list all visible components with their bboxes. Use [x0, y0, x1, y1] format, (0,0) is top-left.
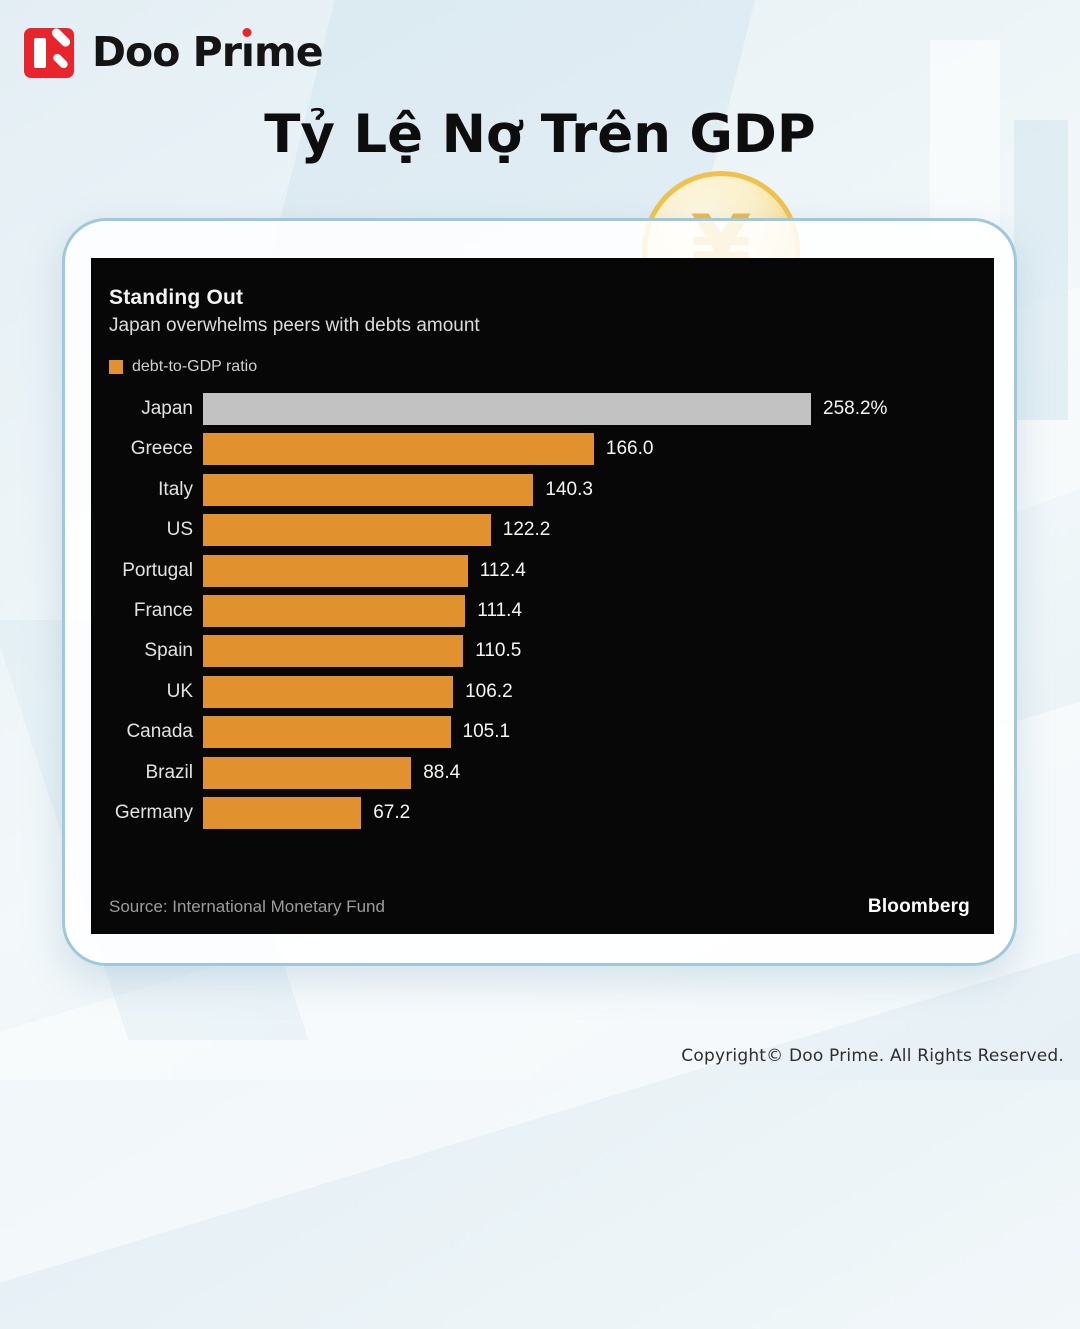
logo-i-dot — [242, 28, 252, 37]
bar-category-label: Germany — [114, 801, 193, 823]
bloomberg-logo: Bloomberg — [867, 896, 970, 917]
bg-vertical-bar — [1014, 120, 1068, 420]
bar — [203, 473, 534, 506]
chart-subtitle: Japan overwhelms peers with debts amount — [109, 315, 480, 336]
bar-value-label: 140.3 — [545, 478, 593, 500]
bar — [203, 635, 464, 668]
bar — [203, 594, 466, 627]
chart-bars: Japan 258.2% Greece 166.0 Italy 140.3 US 122.2 P… — [109, 393, 970, 829]
bar-category-label: Italy — [158, 478, 193, 500]
bar — [203, 393, 811, 425]
bloomberg-chart: Standing Out Japan overwhelms peers with… — [91, 258, 994, 934]
bar-value-label: 110.5 — [475, 640, 522, 662]
doo-prime-logo-icon — [24, 28, 74, 78]
bar-value-label: 111.4 — [477, 599, 523, 621]
bar-category-label: Greece — [130, 438, 193, 460]
bar-row: Portugal 112.4 — [109, 554, 970, 587]
bar-value-label: 122.2 — [502, 519, 551, 541]
chart-footer: Source: International Monetary Fund Bloo… — [109, 896, 970, 918]
bar-row: US 122.2 — [109, 514, 970, 547]
bar-row: Italy 140.3 — [109, 473, 970, 506]
bar-row: Japan 258.2% — [109, 393, 970, 425]
chart-title: Standing Out — [109, 286, 244, 309]
bar-row: Brazil 88.4 — [109, 756, 970, 789]
bar-value-label: 106.2 — [465, 680, 513, 702]
bar-row: Germany 67.2 — [109, 796, 970, 829]
bar-category-label: Canada — [126, 721, 193, 743]
bar-value-label: 258.2% — [823, 398, 888, 419]
bar-row: Canada 105.1 — [109, 716, 970, 749]
bar-category-label: Brazil — [145, 761, 193, 783]
legend-swatch — [109, 360, 123, 374]
bar-row: France 111.4 — [109, 594, 970, 627]
bar-category-label: Japan — [141, 398, 193, 419]
bar-row: UK 106.2 — [109, 675, 970, 708]
bar-row: Greece 166.0 — [109, 433, 970, 466]
bar-value-label: 105.1 — [462, 721, 511, 743]
chart-legend: debt-to-GDP ratio — [109, 358, 970, 376]
bar-row: Spain 110.5 — [109, 635, 970, 668]
bar-category-label: France — [133, 599, 193, 621]
bar-category-label: US — [166, 519, 193, 541]
bar — [203, 716, 451, 749]
bar — [203, 433, 594, 466]
bar — [203, 756, 412, 789]
bar-value-label: 67.2 — [373, 801, 411, 823]
brand-logo: Doo Prı me — [24, 24, 324, 78]
chart-source: Source: International Monetary Fund — [109, 897, 385, 916]
bar-category-label: Spain — [144, 640, 193, 662]
bar-value-label: 112.4 — [479, 559, 526, 581]
chart-card: Standing Out Japan overwhelms peers with… — [62, 218, 1017, 966]
bar — [203, 796, 362, 829]
copyright-text: Copyright© Doo Prime. All Rights Reserve… — [681, 1046, 1064, 1066]
bar — [203, 675, 454, 708]
bar-category-label: UK — [166, 680, 193, 702]
bar — [203, 554, 468, 587]
legend-label: debt-to-GDP ratio — [132, 358, 258, 375]
bar — [203, 514, 491, 547]
bar-category-label: Portugal — [122, 559, 193, 581]
page-title: Tỷ Lệ Nợ Trên GDP — [264, 104, 816, 165]
bar-value-label: 88.4 — [423, 761, 461, 783]
brand-wordmark: Doo Prı me — [92, 28, 324, 76]
bar-value-label: 166.0 — [605, 438, 654, 460]
